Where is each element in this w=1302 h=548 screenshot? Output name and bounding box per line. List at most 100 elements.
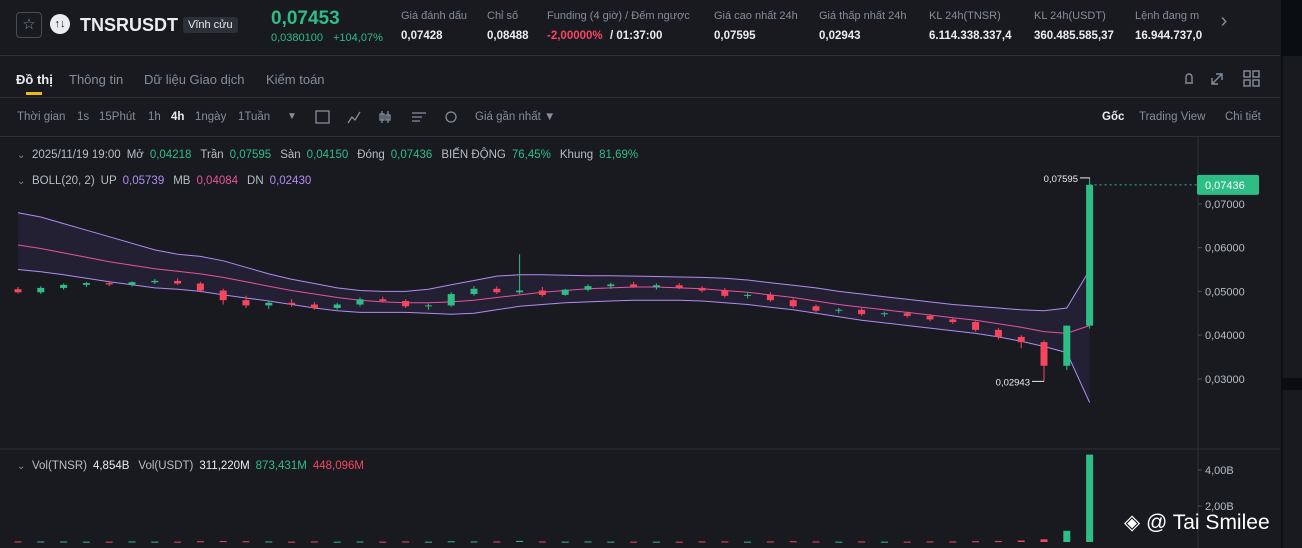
candle-body xyxy=(196,283,204,291)
volume-bar xyxy=(994,541,1002,543)
view-option[interactable]: Trading View xyxy=(1139,111,1206,123)
interval[interactable]: 15Phút xyxy=(99,111,136,123)
more-intervals[interactable]: ▼ xyxy=(287,111,297,122)
tab[interactable]: Kiểm toán xyxy=(266,72,325,87)
tab[interactable]: Dữ liệu Giao dịch xyxy=(144,72,245,87)
interval[interactable]: 1ngày xyxy=(195,111,227,123)
volume-bar xyxy=(744,541,752,543)
candle-body xyxy=(880,313,888,315)
favorite-button[interactable]: ☆ xyxy=(16,12,42,38)
legend-text: 0,04084 xyxy=(196,175,238,187)
candle-body xyxy=(698,287,706,291)
candle-body xyxy=(424,305,432,307)
chart-type-icon[interactable] xyxy=(347,111,361,124)
legend-text: Đóng xyxy=(357,149,385,161)
last-price-badge xyxy=(1197,174,1259,195)
candle-body xyxy=(744,294,752,296)
candle-body xyxy=(493,288,501,293)
volume-bar xyxy=(721,541,729,543)
scroll-button[interactable]: › xyxy=(1220,10,1228,32)
y-tick-label: 0,06000 xyxy=(1205,243,1245,255)
low-label: 0,02943 xyxy=(996,377,1030,388)
candle-body xyxy=(402,301,410,307)
legend-text: Vol(TNSR) xyxy=(32,460,87,472)
candle-body xyxy=(1040,342,1048,366)
tab-indicator xyxy=(26,92,42,95)
tab[interactable]: Đồ thị xyxy=(16,72,53,87)
stat-label: Giá cao nhất 24h xyxy=(714,10,798,22)
tab[interactable]: Thông tin xyxy=(69,72,124,87)
volume-bar xyxy=(812,541,820,543)
candle-body xyxy=(675,285,683,288)
interval[interactable]: 4h xyxy=(171,111,185,123)
fullscreen-icon[interactable] xyxy=(1211,73,1223,85)
interval[interactable]: 1s xyxy=(77,111,90,123)
volume-bar xyxy=(675,541,683,543)
volume-bar xyxy=(584,541,592,543)
stat-label: Lệnh đang m xyxy=(1135,10,1200,22)
legend-text: 2025/11/19 19:00 xyxy=(32,149,121,161)
price-type[interactable]: Giá gần nhất ▼ xyxy=(475,111,556,123)
settings-icon[interactable] xyxy=(445,111,457,123)
candle-body xyxy=(174,280,182,284)
watermark: ◈ @ Tai Smilee xyxy=(1124,511,1270,534)
candle-body xyxy=(926,315,934,320)
alert-icon[interactable] xyxy=(1185,73,1193,84)
candle-body xyxy=(561,289,569,295)
legend-text: Mở xyxy=(127,149,145,161)
drawing-icon[interactable] xyxy=(412,112,426,122)
candle-body xyxy=(105,283,113,285)
candle-icon[interactable] xyxy=(379,111,391,123)
stat-value: 0,07428 xyxy=(401,30,443,42)
volume-bar xyxy=(402,541,410,543)
vol-tick-label: 4,00B xyxy=(1205,465,1234,477)
side-panel xyxy=(1281,0,1302,548)
candle-body xyxy=(835,309,843,311)
view-option[interactable]: Gốc xyxy=(1102,111,1125,123)
price-type-label: Giá gần nhất xyxy=(475,111,541,123)
volume-bar xyxy=(265,541,273,543)
last-price-label: 0,07436 xyxy=(1205,180,1245,192)
volume-bar xyxy=(926,541,934,543)
watermark-text: @ Tai Smilee xyxy=(1145,511,1270,534)
volume-bar xyxy=(82,541,90,543)
legend-text: MB xyxy=(173,175,191,187)
volume-bar xyxy=(698,541,706,543)
candle-body xyxy=(219,290,227,301)
volume-bar xyxy=(242,541,250,543)
symbol[interactable]: TNSRUSDT xyxy=(80,15,178,35)
candle-body xyxy=(652,285,660,288)
legend-text: 0,02430 xyxy=(270,175,312,187)
legend-text: 76,45% xyxy=(512,149,551,161)
indicator-icon[interactable] xyxy=(315,110,330,124)
vol-tick-label: 2,00B xyxy=(1205,501,1234,513)
legend-text: DN xyxy=(247,175,264,187)
candle-body xyxy=(766,294,774,301)
interval[interactable]: 1h xyxy=(148,111,161,123)
interval[interactable]: 1Tuần xyxy=(238,111,271,123)
volume-bar xyxy=(151,541,159,543)
volume-bar xyxy=(835,541,843,543)
layout-icon[interactable] xyxy=(1243,70,1260,87)
legend-toggle: ⌄ xyxy=(17,461,25,472)
trades-panel xyxy=(1283,390,1302,548)
candle-body xyxy=(128,282,136,285)
volume-bar xyxy=(1086,454,1094,542)
candle-body xyxy=(379,299,387,302)
volume-bar xyxy=(379,541,387,543)
stat-value: 6.114.338.337,4 xyxy=(929,30,1012,42)
volume-bar xyxy=(1063,530,1071,542)
candle-body xyxy=(288,302,296,305)
stat-value: 16.944.737,0 xyxy=(1135,30,1203,42)
candle-body xyxy=(789,300,797,307)
view-option[interactable]: Chi tiết xyxy=(1225,111,1261,123)
legend-text: 311,220M xyxy=(199,460,249,472)
order-book xyxy=(1283,56,1302,378)
candle-body xyxy=(310,304,318,309)
divider xyxy=(0,55,1280,56)
legend-text: Khung xyxy=(560,149,593,161)
legend-text: 4,854B xyxy=(93,460,130,472)
stat-value: -2,00000% xyxy=(547,30,603,42)
volume-bar xyxy=(470,541,478,543)
